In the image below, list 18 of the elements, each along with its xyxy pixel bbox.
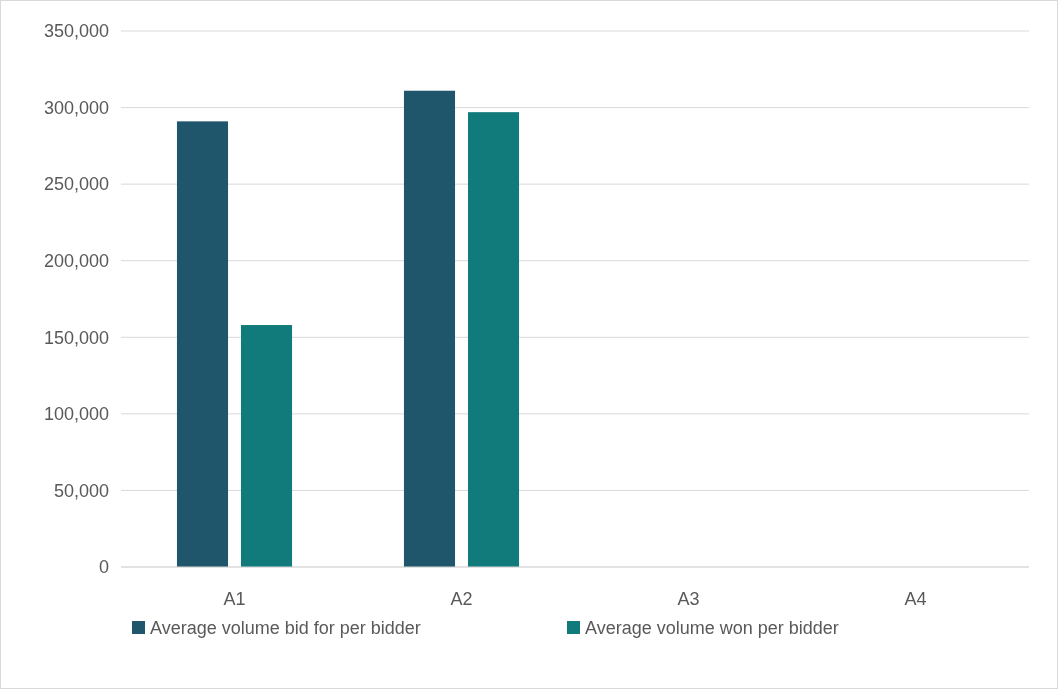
legend-label: Average volume bid for per bidder [150,618,421,639]
bar [240,325,293,567]
y-tick-label: 300,000 [43,97,109,118]
y-tick-label: 0 [98,557,109,578]
bar [403,90,456,567]
y-tick-label: 150,000 [43,327,109,348]
y-tick-label: 250,000 [43,174,109,195]
bar [176,121,229,567]
y-tick-label: 100,000 [43,404,109,425]
x-tick-label: A1 [223,589,246,609]
bar [467,112,520,567]
y-tick-label: 350,000 [43,21,109,42]
legend-label: Average volume won per bidder [585,618,839,639]
x-tick-label: A2 [450,589,473,609]
y-tick-label: 50,000 [53,480,109,501]
y-tick-label: 200,000 [43,251,109,272]
x-tick-label: A3 [677,589,700,609]
x-tick-label: A4 [904,589,927,609]
